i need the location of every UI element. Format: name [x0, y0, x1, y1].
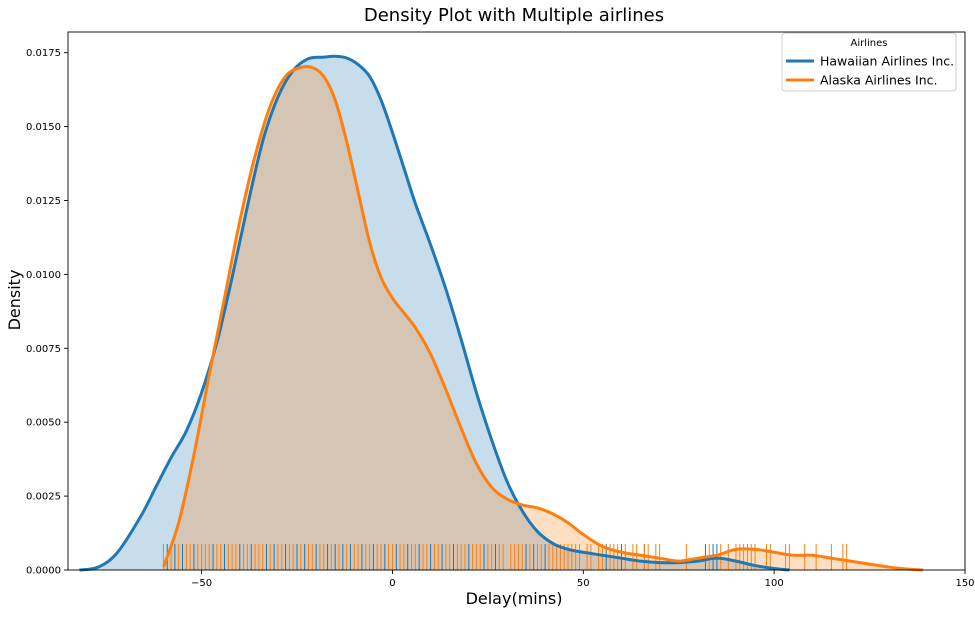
y-tick-label: 0.0125: [26, 196, 61, 207]
axes: −50 0 50 100 150 0.0000 0.0025 0.0050 0.0075 0.01…: [26, 31, 975, 589]
y-axis-title: Density: [5, 270, 24, 331]
y-tick-label: 0.0100: [26, 270, 61, 281]
chart-title: Density Plot with Multiple airlines: [364, 5, 664, 26]
x-tick-label: 0: [389, 578, 395, 589]
series-fill-0: [79, 56, 790, 571]
x-tick-label: 150: [955, 578, 974, 589]
legend-box: [781, 32, 957, 92]
legend: Airlines Hawaiian Airlines Inc. Alaska Air…: [781, 32, 957, 92]
x-tick-label: 100: [765, 578, 784, 589]
y-tick-label: 0.0150: [26, 122, 61, 133]
axes-frame: [67, 31, 966, 571]
x-axis-title: Delay(mins): [466, 589, 563, 608]
legend-label-1: Alaska Airlines Inc.: [820, 73, 938, 88]
y-tick-label: 0.0175: [26, 48, 61, 59]
series-line-1: [162, 64, 924, 572]
y-tick-label: 0.0050: [26, 418, 61, 429]
y-tick-label: 0.0000: [26, 566, 61, 577]
x-tick-label: 50: [577, 578, 590, 589]
plot-area: [79, 54, 924, 572]
y-tick-label: 0.0075: [26, 344, 61, 355]
legend-title: Airlines: [851, 38, 888, 49]
x-tick-label: −50: [191, 578, 212, 589]
series-fill-1: [163, 66, 924, 571]
legend-label-0: Hawaiian Airlines Inc.: [820, 54, 954, 69]
y-tick-label: 0.0025: [26, 492, 61, 503]
